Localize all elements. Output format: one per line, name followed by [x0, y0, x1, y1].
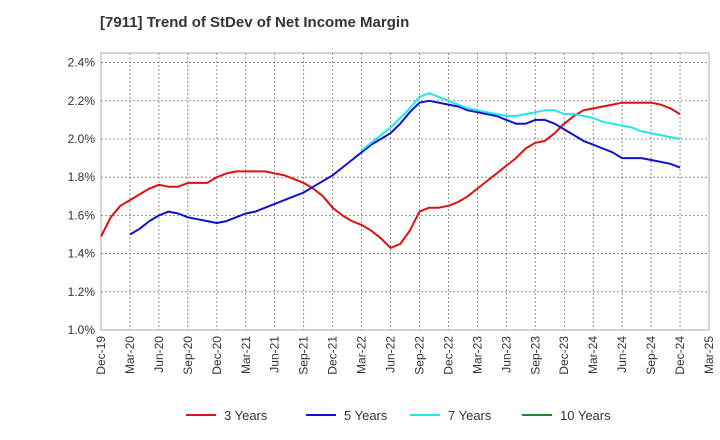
axes: 1.0% 1.2% 1.4% 1.6% 1.8% 2.0% 2.2% 2.4% Dec-19 Ma…: [68, 56, 716, 375]
x-tick-label: Jun-23: [499, 336, 513, 373]
legend-label: 3 Years: [224, 408, 268, 423]
series-lines: [100, 92, 681, 249]
x-tick-label: Dec-22: [441, 336, 455, 375]
x-tick-label: Jun-20: [152, 336, 166, 373]
x-tick-label: Mar-20: [123, 336, 137, 374]
x-tick-label: Sep-24: [644, 336, 658, 375]
legend-label: 7 Years: [448, 408, 492, 423]
y-tick-label: 1.0%: [68, 323, 96, 337]
x-tick-label: Sep-22: [412, 336, 426, 375]
x-tick-label: Mar-23: [470, 336, 484, 374]
y-tick-label: 2.4%: [68, 56, 96, 70]
x-tick-label: Dec-23: [557, 336, 571, 375]
x-tick-label: Dec-19: [94, 336, 108, 375]
x-tick-label: Dec-24: [673, 336, 687, 375]
series-line-3-years: [100, 101, 681, 249]
x-tick-label: Sep-21: [297, 336, 311, 375]
grid: [100, 52, 710, 331]
y-tick-label: 1.4%: [68, 247, 96, 261]
x-tick-label: Mar-24: [586, 336, 600, 374]
x-tick-label: Mar-22: [355, 336, 369, 374]
x-tick-label: Jun-22: [384, 336, 398, 373]
y-tick-label: 2.0%: [68, 132, 96, 146]
series-line-7-years: [360, 92, 681, 152]
series-line-5-years: [129, 99, 681, 236]
legend-label: 10 Years: [560, 408, 611, 423]
x-tick-label: Mar-25: [702, 336, 716, 374]
x-tick-label: Dec-20: [210, 336, 224, 375]
legend-label: 5 Years: [344, 408, 388, 423]
x-tick-label: Jun-21: [268, 336, 282, 373]
x-tick-label: Jun-24: [615, 336, 629, 373]
x-tick-label: Sep-20: [181, 336, 195, 375]
chart-title: [7911] Trend of StDev of Net Income Marg…: [100, 14, 410, 31]
y-tick-label: 1.2%: [68, 285, 96, 299]
x-tick-label: Dec-21: [326, 336, 340, 375]
y-tick-label: 1.8%: [68, 170, 96, 184]
plot-frame: [100, 52, 710, 331]
y-tick-label: 2.2%: [68, 94, 96, 108]
x-tick-label: Sep-23: [528, 336, 542, 375]
legend: 3 Years 5 Years 7 Years 10 Years: [186, 408, 611, 423]
x-tick-label: Mar-21: [239, 336, 253, 374]
y-tick-label: 1.6%: [68, 208, 96, 222]
